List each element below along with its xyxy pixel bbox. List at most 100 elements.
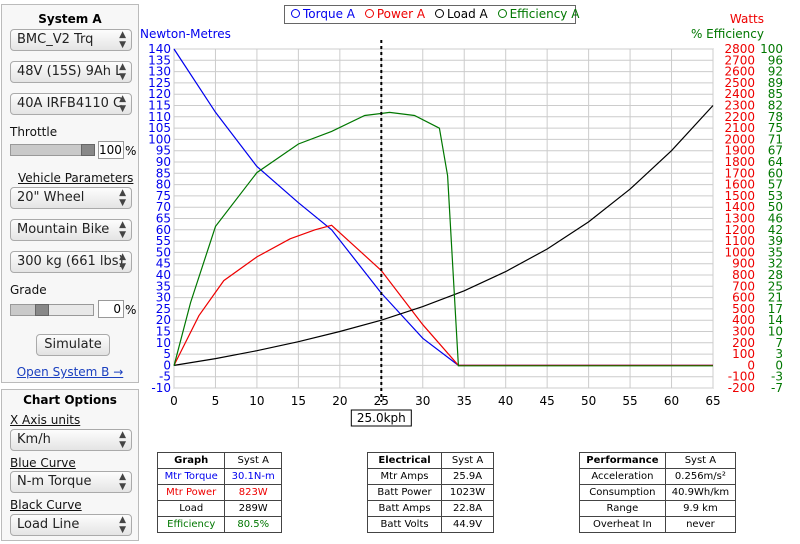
- y-watts-tick-label: 200: [732, 336, 755, 350]
- motor-select[interactable]: BMC_V2 Trq ▲ ▼: [10, 29, 132, 51]
- legend-item-power[interactable]: Power A: [364, 7, 425, 21]
- throttle-input[interactable]: 100: [98, 141, 124, 159]
- legend-label-efficiency: Efficiency A: [509, 7, 580, 21]
- y-efficiency-tick-label: 14: [768, 313, 783, 327]
- grade-fill: [11, 305, 35, 315]
- black-curve-value: Load Line: [17, 517, 80, 532]
- y-left-tick-label: 120: [148, 87, 171, 101]
- load-line: [173, 105, 714, 366]
- blue-curve-label: Blue Curve: [10, 456, 76, 470]
- y-efficiency-tick-label: 89: [768, 76, 783, 90]
- y-left-tick-label: 125: [148, 76, 171, 90]
- x-axis-units-select[interactable]: Km/h ▲ ▼: [10, 429, 132, 451]
- y-efficiency-tick-label: 67: [768, 144, 783, 158]
- y-left-tick-label: 115: [148, 99, 171, 113]
- table-row: Load 289W: [156, 500, 282, 517]
- table-row-label: Overheat In: [579, 516, 666, 533]
- table-row-label: Efficiency: [156, 516, 226, 533]
- y-left-tick-label: 110: [148, 110, 171, 124]
- y-watts-tick-label: 1800: [724, 155, 755, 169]
- y-left-tick-label: 130: [148, 65, 171, 79]
- table-row: Batt Amps 22.8A: [366, 500, 494, 517]
- updown-icon: ▲ ▼: [119, 94, 126, 114]
- y-efficiency-tick-label: 53: [768, 189, 783, 203]
- x-axis-units-value: Km/h: [17, 432, 51, 447]
- x-tick-label: 20: [332, 394, 347, 408]
- controller-select[interactable]: 40A IRFB4110 C ▲ ▼: [10, 93, 132, 115]
- weight-select[interactable]: 300 kg (661 lbs) ▲ ▼: [10, 251, 132, 273]
- y-watts-tick-label: 400: [732, 313, 755, 327]
- x-tick-label: 5: [212, 394, 220, 408]
- legend-item-torque[interactable]: Torque A: [291, 7, 355, 21]
- throttle-slider[interactable]: [10, 144, 95, 156]
- updown-icon: ▲ ▼: [119, 220, 126, 240]
- y-left-tick-label: 40: [156, 268, 171, 282]
- chart-legend: Torque A Power A Load A Efficiency A: [284, 5, 579, 24]
- table-row: Efficiency 80.5%: [156, 516, 282, 533]
- wheel-select[interactable]: 20" Wheel ▲ ▼: [10, 187, 132, 209]
- table-row-value: 25.9A: [441, 468, 494, 485]
- legend-item-load[interactable]: Load A: [434, 7, 488, 21]
- legend-item-efficiency[interactable]: Efficiency A: [497, 7, 580, 21]
- y-watts-tick-label: 1000: [724, 245, 755, 259]
- grade-unit: %: [125, 303, 137, 317]
- y-efficiency-tick-label: 0: [775, 358, 783, 372]
- bike-value: Mountain Bike: [17, 222, 110, 237]
- y-left-tick-label: 80: [156, 178, 171, 192]
- y-efficiency-tick-label: -3: [771, 370, 783, 384]
- grade-input[interactable]: 0: [98, 300, 124, 318]
- black-curve-select[interactable]: Load Line ▲ ▼: [10, 514, 132, 536]
- y-efficiency-tick-label: 10: [768, 325, 783, 339]
- bike-select[interactable]: Mountain Bike ▲ ▼: [10, 219, 132, 241]
- y-left-tick-label: 45: [156, 257, 171, 271]
- table-row: Acceleration 0.256m/s²: [579, 468, 737, 485]
- table-row: Batt Volts 44.9V: [366, 516, 494, 533]
- table-header-cell: Syst A: [224, 452, 282, 469]
- table-row-value: 1023W: [441, 484, 494, 501]
- throttle-handle[interactable]: [81, 144, 95, 156]
- y-left-tick-label: 100: [148, 132, 171, 146]
- y-efficiency-tick-label: 100: [760, 42, 783, 56]
- table-row-label: Range: [579, 500, 666, 517]
- table-row-label: Acceleration: [579, 468, 666, 485]
- open-system-b-link[interactable]: Open System B →: [16, 365, 124, 379]
- y-efficiency-tick-label: 60: [768, 166, 783, 180]
- y-left-tick-label: 5: [163, 347, 171, 361]
- y-watts-tick-label: 1300: [724, 212, 755, 226]
- table-row: Overheat In never: [579, 516, 737, 533]
- speed-marker-label: 25.0kph: [357, 411, 406, 425]
- simulate-button[interactable]: Simulate: [36, 334, 110, 356]
- system-a-panel: System A BMC_V2 Trq ▲ ▼ 48V (15S) 9Ah L ▲ ▼ …: [1, 4, 139, 383]
- y-efficiency-tick-label: 85: [768, 87, 783, 101]
- grade-handle[interactable]: [35, 304, 49, 316]
- blue-curve-select[interactable]: N-m Torque ▲ ▼: [10, 471, 132, 493]
- vehicle-parameters-label: Vehicle Parameters: [18, 171, 134, 185]
- system-a-title: System A: [38, 12, 102, 26]
- table-row-value: 30.1N-m: [224, 468, 282, 485]
- y-efficiency-tick-label: 57: [768, 178, 783, 192]
- grade-slider[interactable]: [10, 304, 94, 316]
- y-watts-tick-label: 2300: [724, 99, 755, 113]
- table-row-label: Batt Volts: [366, 516, 443, 533]
- battery-select[interactable]: 48V (15S) 9Ah L ▲ ▼: [10, 61, 132, 83]
- weight-value: 300 kg (661 lbs): [17, 254, 124, 269]
- y-left-tick-label: 65: [156, 212, 171, 226]
- x-tick-label: 40: [498, 394, 513, 408]
- y-left-tick-label: -10: [151, 381, 171, 395]
- table-row: Batt Power 1023W: [366, 484, 494, 501]
- table-row-value: 44.9V: [441, 516, 494, 533]
- y-left-tick-label: 75: [156, 189, 171, 203]
- table-row-value: 823W: [224, 484, 282, 501]
- y-left-tick-label: 15: [156, 325, 171, 339]
- y-efficiency-tick-label: 82: [768, 99, 783, 113]
- y-left-tick-label: 30: [156, 291, 171, 305]
- y-efficiency-tick-label: 39: [768, 234, 783, 248]
- grade-label: Grade: [10, 283, 47, 297]
- table-header-cell: Syst A: [664, 452, 737, 469]
- y-watts-tick-label: 1900: [724, 144, 755, 158]
- chart-options-panel: Chart Options X Axis units Km/h ▲ ▼ Blue C…: [1, 389, 139, 541]
- y-left-tick-label: 90: [156, 155, 171, 169]
- y-efficiency-tick-label: -7: [771, 381, 783, 395]
- y-watts-tick-label: 2000: [724, 132, 755, 146]
